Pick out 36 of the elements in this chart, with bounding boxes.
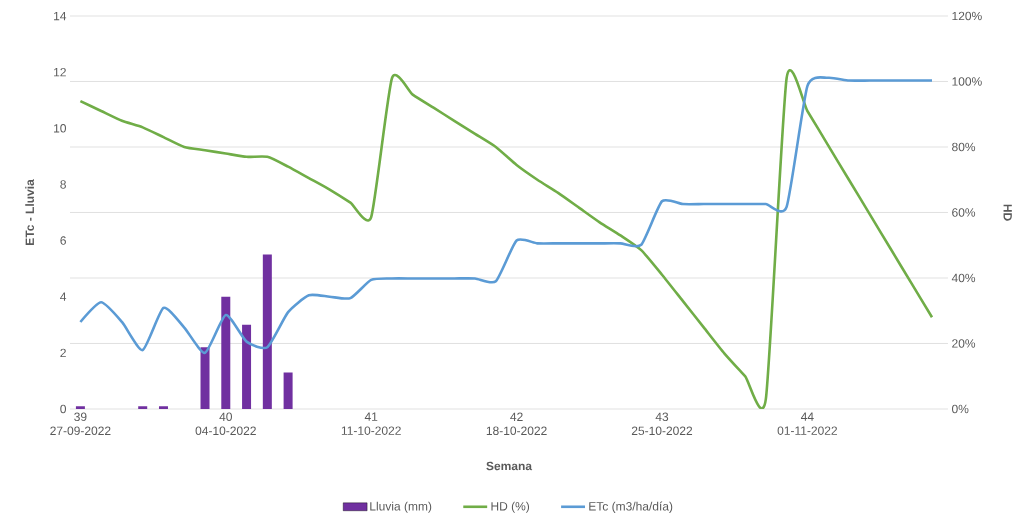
bar (158, 406, 168, 409)
bar (138, 406, 148, 409)
y-tick-label: 8 (60, 180, 66, 189)
bar (262, 254, 272, 409)
y-tick-label: 0 (60, 404, 67, 414)
x-tick-label: 43 25-10-2022 (631, 412, 693, 436)
y2-tick-label: 40% (951, 273, 976, 283)
bar (200, 347, 210, 409)
legend-label: Lluvia (mm) (370, 501, 432, 513)
x-axis-title: Semana (486, 461, 533, 471)
y2-tick-label: 80% (952, 142, 976, 152)
x-tick-label: 41 11-10-2022 (341, 412, 401, 435)
y-tick-label: 2 (60, 348, 66, 358)
bar (242, 324, 252, 409)
y2-tick-label: 100% (952, 77, 982, 86)
x-tick-label: 40 04-10-2022 (195, 412, 256, 436)
y-tick-label: 4 (60, 292, 67, 301)
y2-tick-label: 60% (952, 208, 976, 217)
y-tick-label: 12 (54, 67, 66, 77)
y2-axis-title: HD (1003, 204, 1012, 221)
bar (221, 296, 231, 409)
y-tick-label: 6 (60, 236, 66, 245)
legend-label: HD (%) (491, 501, 530, 513)
x-tick-label: 44 01-11-2022 (777, 412, 838, 435)
y2-tick-label: 20% (952, 339, 976, 348)
line-series (79, 76, 934, 355)
y-tick-label: 10 (54, 124, 67, 133)
y2-tick-label: 120% (952, 11, 982, 21)
legend-label: ETc (m3/ha/día) (589, 501, 673, 513)
bar (75, 406, 85, 409)
x-tick-label: 39 27-09-2022 (50, 412, 111, 436)
bar (283, 372, 293, 409)
y2-tick-label: 0% (952, 404, 969, 414)
y-tick-label: 14 (54, 11, 67, 21)
y-axis-title: ETc - Lluvia (25, 179, 35, 245)
x-tick-label: 42 18-10-2022 (486, 412, 547, 436)
